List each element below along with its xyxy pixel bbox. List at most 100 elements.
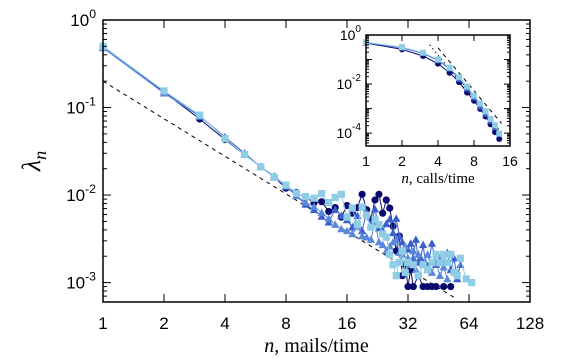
main-series-1-point-19 xyxy=(358,190,366,198)
main-series-2-point-26 xyxy=(385,215,394,223)
main-series-4-point-22 xyxy=(371,215,379,223)
main-series-4-point-46 xyxy=(462,275,470,283)
main-series-3-point-34 xyxy=(409,246,418,255)
main-series-3-point-39 xyxy=(427,268,437,276)
main-series-4-point-6 xyxy=(257,163,265,171)
inset-series-3-point-6 xyxy=(456,74,463,81)
main-series-4-point-16 xyxy=(343,213,351,221)
main-series-4-point-5 xyxy=(241,150,249,159)
inset-series-3-point-4 xyxy=(435,56,441,63)
main-series-4-point-45 xyxy=(456,254,464,262)
main-series-3-point-43 xyxy=(443,274,452,283)
main-xtick-label: 2 xyxy=(159,314,168,333)
inset-series-3-point-12 xyxy=(492,122,499,129)
main-series-4-point-44 xyxy=(453,272,461,280)
main-series-4-point-29 xyxy=(395,258,403,267)
main-series-4-point-23 xyxy=(375,220,383,229)
main-series-1-point-12 xyxy=(318,198,326,206)
main-series-2-point-12 xyxy=(317,212,326,220)
main-series-4-point-15 xyxy=(337,190,345,198)
main-series-3-point-10 xyxy=(301,198,310,206)
main-series-4 xyxy=(99,42,476,287)
main-xtick-label: 1 xyxy=(98,314,107,333)
inset-xtick-label: 1 xyxy=(362,153,370,169)
main-series-4-point-8 xyxy=(282,181,290,189)
main-series-4-point-14 xyxy=(331,193,339,202)
main-series-2-point-30 xyxy=(398,237,407,246)
main-xtick-label: 128 xyxy=(516,314,544,333)
main-series-4-point-38 xyxy=(432,250,440,258)
inset-series-3-point-2 xyxy=(399,44,405,51)
inset-xtick-label: 4 xyxy=(434,153,442,169)
main-series-3-point-13 xyxy=(324,214,333,222)
main-ytick-label: 10-1 xyxy=(66,94,96,117)
main-series-4-point-34 xyxy=(414,272,422,280)
main-series-2-point-41 xyxy=(427,239,437,247)
inset-reference-line-1 xyxy=(429,44,501,132)
main-series-3-point-17 xyxy=(348,229,357,238)
inset-series-3-point-3 xyxy=(420,49,427,56)
main-series-4-point-40 xyxy=(440,250,448,258)
main-series-4-point-42 xyxy=(447,250,455,258)
main-series-2-point-27 xyxy=(388,228,398,237)
main-series-3-point-21 xyxy=(366,235,376,243)
main-series-3-point-20 xyxy=(362,233,371,241)
main-xtick-label: 4 xyxy=(220,314,229,333)
main-xtick-label: 16 xyxy=(338,314,357,333)
main-series-4-point-18 xyxy=(353,220,361,229)
main-series-1-point-32 xyxy=(404,282,412,291)
inset-series-3-point-9 xyxy=(477,100,484,107)
inset-ytick-label: 10-2 xyxy=(336,73,361,92)
main-series-4-point-9 xyxy=(292,189,300,197)
main-series-1-point-23 xyxy=(375,190,383,198)
main-frame xyxy=(102,19,531,303)
main-series-3-point-15 xyxy=(337,224,346,233)
main-ytick-label: 10-3 xyxy=(66,270,96,293)
main-series-3-point-28 xyxy=(392,235,401,243)
main-series-4-point-11 xyxy=(310,194,318,202)
main-series-4-point-2 xyxy=(160,87,168,95)
main-series-1-point-41 xyxy=(447,282,455,291)
main-series-2-point-28 xyxy=(392,214,401,222)
main-xtick-label: 64 xyxy=(460,314,479,333)
main-ytick-label: 10-2 xyxy=(66,182,96,205)
inset-ytick-label: 10-4 xyxy=(336,122,361,141)
inset-background xyxy=(366,35,510,146)
main-series-4-point-26 xyxy=(386,250,394,258)
main-series-4-point-37 xyxy=(428,258,436,267)
inset-series-1-point-13 xyxy=(496,135,503,142)
main-series-4-point-4 xyxy=(221,135,229,143)
main-series-2-point-35 xyxy=(411,235,421,243)
main-series-3-point-16 xyxy=(342,226,352,235)
main-series-3-point-12 xyxy=(317,208,326,216)
main-series-4-point-10 xyxy=(302,193,310,201)
main-series-4-point-28 xyxy=(392,272,400,280)
main-xtick-label: 32 xyxy=(399,314,418,333)
main-ytick-label: 100 xyxy=(70,7,96,30)
main-series-2-point-33 xyxy=(406,239,415,247)
main-series-4-point-30 xyxy=(398,247,406,255)
main-series-2-point-25 xyxy=(382,219,391,228)
main-series-3-point-14 xyxy=(331,220,340,228)
inset-xtick-label: 2 xyxy=(398,153,406,169)
main-series-4-point-25 xyxy=(382,233,390,241)
main-series-1-point-25 xyxy=(382,196,390,204)
main-series-4-point-32 xyxy=(404,258,412,267)
main-y-axis-title: λn xyxy=(17,151,50,172)
main-series-4-point-31 xyxy=(401,269,409,277)
main-series-1-point-24 xyxy=(379,209,387,217)
inset-series-3-point-8 xyxy=(471,92,477,99)
inset-xtick-label: 16 xyxy=(502,153,518,169)
main-series-1-point-34 xyxy=(409,282,417,291)
inset-series-3-point-11 xyxy=(487,115,494,122)
main-series-4-point-12 xyxy=(318,189,326,198)
inset-series-3-point-7 xyxy=(464,83,471,90)
main-x-axis-title: n, mails/time xyxy=(264,335,369,357)
inset-series-3-point-10 xyxy=(482,108,489,115)
main-series-4-point-3 xyxy=(196,111,204,119)
main-series-4-point-20 xyxy=(363,211,371,219)
main-series-2-point-22 xyxy=(370,205,380,213)
main-series-3-point-23 xyxy=(374,237,384,246)
main-series-4-point-19 xyxy=(358,203,366,211)
